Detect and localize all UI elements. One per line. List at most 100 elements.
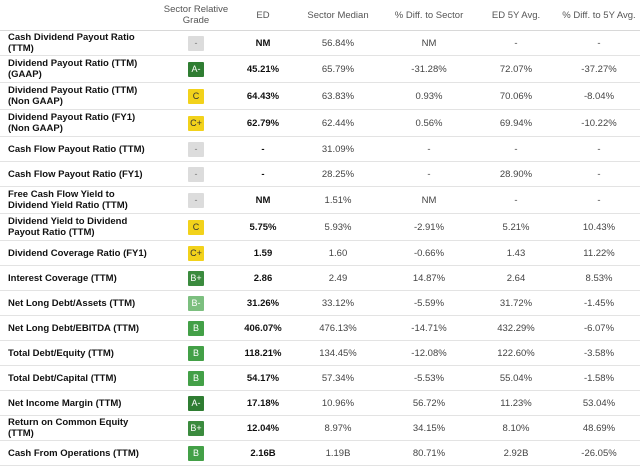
grade-badge: C+: [188, 115, 204, 131]
sector-median-value: 31.09%: [292, 136, 384, 162]
table-row: Dividend Payout Ratio (FY1) (Non GAAP) C+…: [0, 109, 640, 137]
grade-badge: A-: [188, 61, 204, 77]
grade-badge: -: [188, 192, 204, 208]
column-header-diff-5y[interactable]: % Diff. to 5Y Avg.: [558, 0, 640, 31]
grade-cell: -: [158, 30, 234, 56]
avg-5y-value: 5.21%: [474, 213, 558, 241]
diff-sector-value: -5.59%: [384, 290, 474, 316]
diff-sector-value: -2.91%: [384, 213, 474, 241]
table-header-row: Sector Relative Grade ED Sector Median %…: [0, 0, 640, 31]
diff-sector-value: 0.93%: [384, 82, 474, 110]
table-body: Cash Dividend Payout Ratio (TTM) - NM 56.84…: [0, 30, 640, 466]
diff-5y-value: 10.43%: [558, 213, 640, 241]
metric-label[interactable]: Cash From Operations (TTM): [0, 440, 158, 466]
metric-label[interactable]: Cash Dividend Payout Ratio (TTM): [0, 30, 158, 56]
grade-cell: A-: [158, 55, 234, 83]
column-header-sector-median[interactable]: Sector Median: [292, 0, 384, 31]
metric-label[interactable]: Net Long Debt/EBITDA (TTM): [0, 315, 158, 341]
metric-label[interactable]: Return on Common Equity (TTM): [0, 415, 158, 441]
sector-median-value: 63.83%: [292, 82, 384, 110]
diff-5y-value: -1.45%: [558, 290, 640, 316]
table-row: Total Debt/Equity (TTM) B 118.21% 134.45% -1…: [0, 340, 640, 366]
sector-median-value: 56.84%: [292, 30, 384, 56]
diff-sector-value: 80.71%: [384, 440, 474, 466]
sector-median-value: 65.79%: [292, 55, 384, 83]
sector-median-value: 62.44%: [292, 109, 384, 137]
ed-value: 64.43%: [234, 82, 292, 110]
metric-label[interactable]: Dividend Payout Ratio (FY1) (Non GAAP): [0, 109, 158, 137]
column-header-diff-sector[interactable]: % Diff. to Sector: [384, 0, 474, 31]
avg-5y-value: 55.04%: [474, 365, 558, 391]
table-row: Dividend Payout Ratio (TTM) (GAAP) A- 45.2…: [0, 55, 640, 83]
grade-badge: -: [188, 141, 204, 157]
avg-5y-value: 72.07%: [474, 55, 558, 83]
avg-5y-value: 8.10%: [474, 415, 558, 441]
avg-5y-value: 2.64: [474, 265, 558, 291]
sector-median-value: 10.96%: [292, 390, 384, 416]
ed-value: 31.26%: [234, 290, 292, 316]
avg-5y-value: 122.60%: [474, 340, 558, 366]
grade-cell: B: [158, 340, 234, 366]
column-header-5y-avg[interactable]: ED 5Y Avg.: [474, 0, 558, 31]
diff-5y-value: -: [558, 186, 640, 214]
metric-label[interactable]: Dividend Coverage Ratio (FY1): [0, 240, 158, 266]
table-row: Dividend Yield to Dividend Payout Ratio …: [0, 213, 640, 241]
grade-badge: A-: [188, 395, 204, 411]
grade-cell: B: [158, 440, 234, 466]
metric-label[interactable]: Cash Flow Payout Ratio (TTM): [0, 136, 158, 162]
diff-5y-value: 8.53%: [558, 265, 640, 291]
grade-badge: B+: [188, 270, 204, 286]
grade-badge: B: [188, 370, 204, 386]
ed-value: 17.18%: [234, 390, 292, 416]
metric-label[interactable]: Total Debt/Equity (TTM): [0, 340, 158, 366]
ed-value: -: [234, 161, 292, 187]
sector-median-value: 1.19B: [292, 440, 384, 466]
metric-label[interactable]: Cash Flow Payout Ratio (FY1): [0, 161, 158, 187]
metric-label[interactable]: Dividend Yield to Dividend Payout Ratio …: [0, 213, 158, 241]
diff-5y-value: -3.58%: [558, 340, 640, 366]
ed-value: 2.16B: [234, 440, 292, 466]
metric-label[interactable]: Dividend Payout Ratio (TTM) (GAAP): [0, 55, 158, 83]
ed-value: 1.59: [234, 240, 292, 266]
metric-label[interactable]: Dividend Payout Ratio (TTM) (Non GAAP): [0, 82, 158, 110]
table-row: Net Income Margin (TTM) A- 17.18% 10.96% 56.…: [0, 390, 640, 416]
column-header-grade[interactable]: Sector Relative Grade: [158, 0, 234, 31]
grade-cell: A-: [158, 390, 234, 416]
diff-5y-value: 48.69%: [558, 415, 640, 441]
ed-value: 118.21%: [234, 340, 292, 366]
avg-5y-value: -: [474, 136, 558, 162]
sector-median-value: 8.97%: [292, 415, 384, 441]
metric-label[interactable]: Net Long Debt/Assets (TTM): [0, 290, 158, 316]
sector-median-value: 5.93%: [292, 213, 384, 241]
diff-sector-value: 56.72%: [384, 390, 474, 416]
avg-5y-value: -: [474, 30, 558, 56]
grade-cell: C: [158, 82, 234, 110]
grade-badge: -: [188, 166, 204, 182]
ed-value: 45.21%: [234, 55, 292, 83]
diff-sector-value: -12.08%: [384, 340, 474, 366]
avg-5y-value: 28.90%: [474, 161, 558, 187]
diff-5y-value: -: [558, 161, 640, 187]
column-header-metric: [0, 0, 158, 31]
grade-badge: B: [188, 320, 204, 336]
grade-badge: B: [188, 345, 204, 361]
metric-label[interactable]: Net Income Margin (TTM): [0, 390, 158, 416]
avg-5y-value: 70.06%: [474, 82, 558, 110]
column-header-ed[interactable]: ED: [234, 0, 292, 31]
metric-label[interactable]: Interest Coverage (TTM): [0, 265, 158, 291]
diff-sector-value: -5.53%: [384, 365, 474, 391]
avg-5y-value: 432.29%: [474, 315, 558, 341]
diff-5y-value: -: [558, 136, 640, 162]
table-row: Dividend Coverage Ratio (FY1) C+ 1.59 1.60-…: [0, 240, 640, 266]
diff-5y-value: -10.22%: [558, 109, 640, 137]
metric-label[interactable]: Total Debt/Capital (TTM): [0, 365, 158, 391]
diff-5y-value: -1.58%: [558, 365, 640, 391]
ed-value: 2.86: [234, 265, 292, 291]
ed-value: 406.07%: [234, 315, 292, 341]
table-row: Cash Dividend Payout Ratio (TTM) - NM 56.84…: [0, 30, 640, 56]
grade-cell: -: [158, 161, 234, 187]
ed-value: NM: [234, 30, 292, 56]
table-row: Cash Flow Payout Ratio (FY1) - -28.25% -28.…: [0, 161, 640, 187]
metric-label[interactable]: Free Cash Flow Yield to Dividend Yield R…: [0, 186, 158, 214]
